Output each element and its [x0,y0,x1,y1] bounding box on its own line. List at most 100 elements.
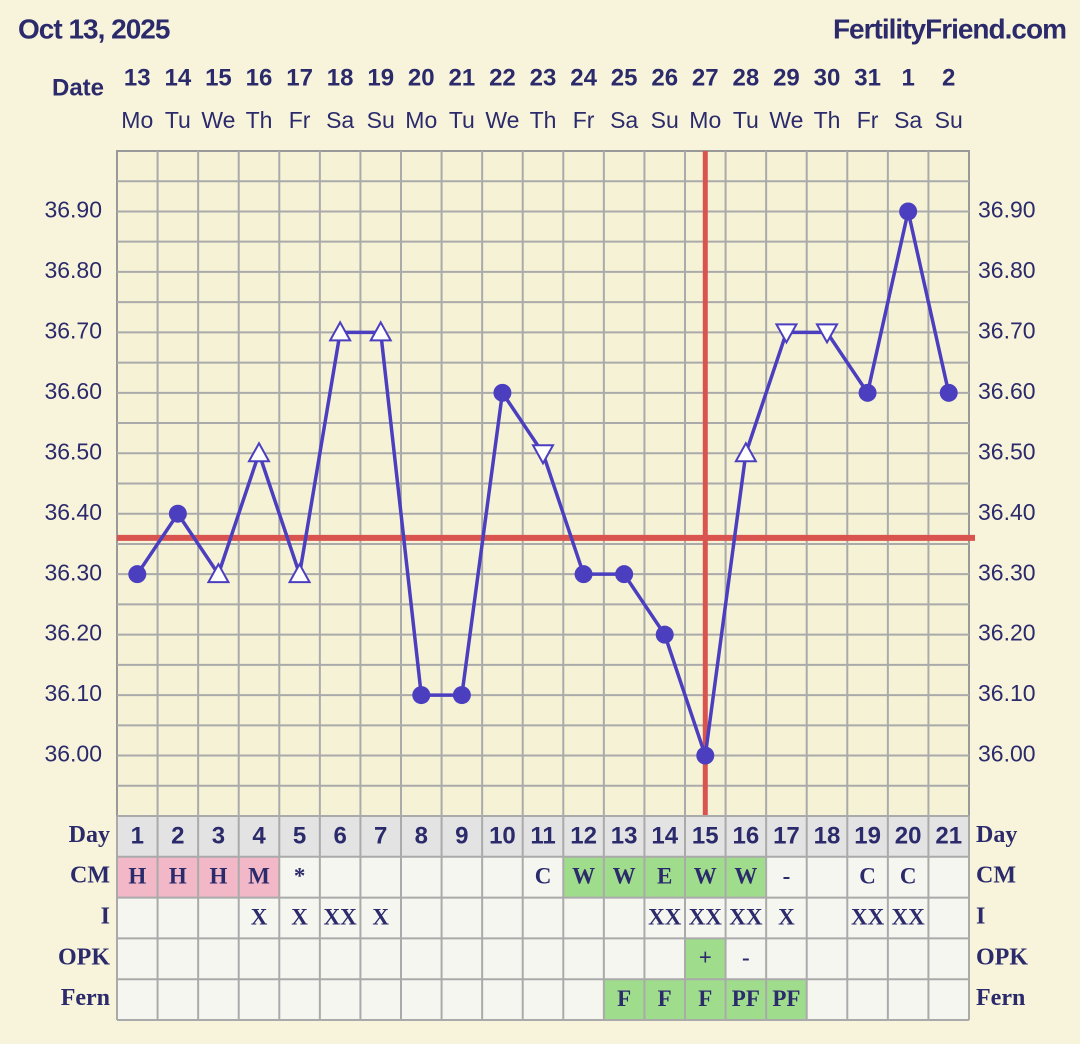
weekday: Fr [289,107,311,133]
row-label: OPK [58,944,110,970]
cell-value: C [859,863,876,888]
cell-highlight [198,856,239,898]
cycle-day: 21 [935,823,962,850]
y-tick-label-right: 36.50 [978,438,1036,464]
row-label-right: CM [976,863,1016,889]
cycle-day: 8 [415,823,428,850]
temperature-point [774,323,799,345]
cell-highlight [644,979,685,1020]
cycle-day: 1 [131,823,144,850]
cell-highlight [685,856,726,898]
date-number: 17 [286,64,313,91]
cell-value: C [900,863,917,888]
cycle-day: 12 [570,823,597,850]
y-tick-label: 36.90 [44,197,102,223]
cell-highlight [766,979,807,1020]
y-tick-label-right: 36.80 [978,257,1036,283]
row-bg [117,938,969,980]
y-tick-label-right: 36.20 [978,620,1036,646]
cycle-day: 6 [333,823,346,850]
y-tick-label: 36.00 [44,741,102,767]
temperature-point [899,202,918,221]
cycle-day: 10 [489,823,516,850]
y-tick-label: 36.20 [44,620,102,646]
cycle-day: 20 [895,823,922,850]
cell-value: XX [648,904,682,929]
cell-highlight [117,856,158,898]
date-number: 30 [814,64,841,91]
temperature-point [452,686,471,705]
weekday: Th [814,107,841,133]
y-tick-label-right: 36.40 [978,499,1036,525]
row-label-right: Day [976,822,1017,848]
cell-value: H [169,863,187,888]
cell-highlight [157,856,199,898]
cell-value: + [699,945,712,970]
y-tick-label-right: 36.00 [978,741,1036,767]
cell-value: XX [729,904,763,929]
weekday: Su [935,107,963,133]
cycle-day: 18 [814,823,841,850]
weekday: Fr [573,107,595,133]
weekday: Mo [121,107,153,133]
date-number: 25 [611,64,638,91]
y-tick-label: 36.30 [44,559,102,585]
cell-value: XX [892,904,926,929]
cell-value: - [742,945,750,970]
cycle-day: 9 [455,823,468,850]
cell-highlight [644,856,685,898]
cell-value: H [128,863,146,888]
site-name: FertilityFriend.com [833,13,1066,44]
cell-highlight [725,856,767,898]
date-number: 13 [124,64,151,91]
weekday: We [485,107,519,133]
row-label: Day [69,822,110,848]
cycle-day: 3 [212,823,225,850]
cell-highlight [603,979,645,1020]
temperature-point [815,323,839,345]
date-number: 26 [651,64,678,91]
date-number: 15 [205,64,232,91]
date-number: 18 [327,64,354,91]
temperature-point [655,625,674,644]
weekday: Sa [610,107,638,133]
temperature-point [858,383,877,402]
temperature-point [696,746,715,765]
date-number: 19 [367,64,394,91]
chart-date: Oct 13, 2025 [18,13,170,44]
y-tick-label: 36.10 [44,680,102,706]
cycle-day: 7 [374,823,387,850]
weekday: Sa [894,107,922,133]
day-row-bg [117,816,969,857]
temperature-point [328,320,352,342]
cell-value: X [251,904,268,929]
date-number: 21 [449,64,476,91]
cell-value: XX [689,904,723,929]
y-tick-label-right: 36.10 [978,680,1036,706]
date-number: 29 [773,64,800,91]
temperature-point [734,441,758,463]
cycle-day: 4 [252,823,266,850]
row-label: CM [70,863,110,889]
y-tick-label-right: 36.60 [978,378,1036,404]
cycle-day: 5 [293,823,306,850]
weekday: Th [246,107,273,133]
cell-value: W [572,863,595,888]
row-label: Fern [61,985,110,1011]
cycle-day: 15 [692,823,719,850]
cell-value: PF [732,986,760,1011]
y-tick-label-right: 36.90 [978,197,1036,223]
temperature-point [369,320,393,342]
date-number: 27 [692,64,719,91]
cell-value: H [209,863,227,888]
y-tick-label-right: 36.70 [978,317,1036,343]
cycle-day: 17 [773,823,800,850]
date-number: 20 [408,64,435,91]
cycle-day: 16 [733,823,760,850]
temperature-point [168,504,187,523]
temperature-point [531,444,555,466]
cell-highlight [603,856,645,898]
cell-value: M [248,863,270,888]
date-number: 14 [165,64,192,91]
weekday: Fr [857,107,879,133]
